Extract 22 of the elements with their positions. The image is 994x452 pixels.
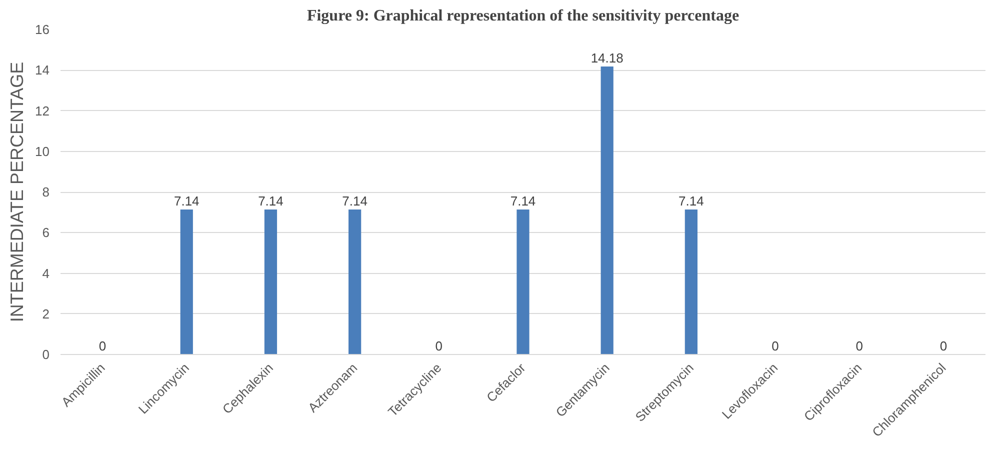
y-tick-label: 2 — [42, 306, 50, 322]
data-label: 14.18 — [590, 50, 624, 66]
data-label: 0 — [772, 338, 779, 354]
data-label: 7.14 — [342, 193, 368, 208]
y-tick-label: 4 — [42, 266, 50, 281]
data-label: 7.14 — [258, 193, 284, 208]
data-label: 7.14 — [510, 193, 536, 208]
data-label: 0 — [98, 338, 106, 354]
data-label: 0 — [435, 338, 443, 354]
y-tick-label: 14 — [35, 62, 50, 78]
data-label: 0 — [856, 338, 863, 354]
y-tick-label: 12 — [35, 103, 50, 118]
y-tick-label: 0 — [42, 347, 50, 362]
y-tick-label: 6 — [42, 225, 50, 240]
data-label: 7.14 — [174, 193, 200, 208]
y-tick-label: 10 — [35, 144, 50, 159]
data-label: 0 — [940, 338, 948, 354]
y-tick-label: 8 — [42, 184, 50, 200]
y-axis-title: INTERMEDIATE PERCENTAGE — [7, 62, 28, 322]
chart-title: Figure 9: Graphical representation of the sensitivity percentage — [306, 8, 740, 24]
data-label: 7.14 — [678, 193, 704, 208]
y-tick-label: 16 — [35, 22, 50, 37]
